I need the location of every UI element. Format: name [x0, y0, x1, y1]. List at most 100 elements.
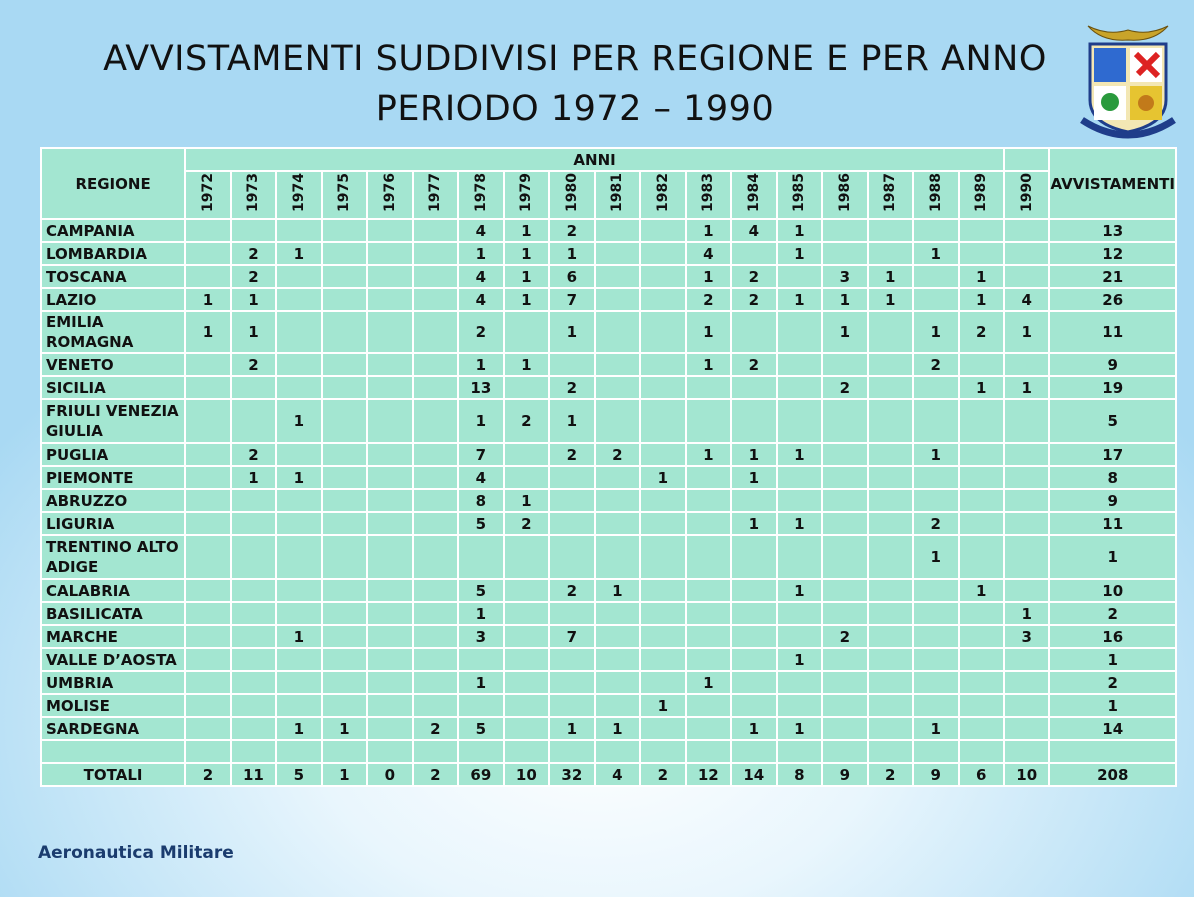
value-cell	[366, 264, 414, 289]
value-cell	[957, 465, 1005, 490]
value-cell	[1002, 241, 1051, 266]
data-row: FRIULI VENEZIA GIULIA 1 1 2 1 5	[39, 398, 1177, 444]
value-cell	[639, 442, 687, 467]
total-cell: 2	[1048, 670, 1177, 695]
value-cell	[593, 465, 642, 490]
value-cell: 1	[866, 264, 915, 289]
data-row: VENETO 2 1 1 1 2 2 9	[39, 352, 1177, 377]
value-cell	[184, 241, 232, 266]
value-cell	[229, 511, 278, 536]
value-cell: 1	[320, 716, 369, 741]
value-cell	[957, 601, 1005, 626]
value-cell: 1	[730, 442, 778, 467]
value-cell	[730, 375, 778, 400]
value-cell	[593, 310, 642, 354]
value-cell	[593, 488, 642, 513]
value-cell	[411, 241, 460, 266]
totals-cell: 32	[548, 762, 596, 787]
total-cell: 16	[1048, 624, 1177, 649]
value-cell	[1002, 442, 1051, 467]
value-cell: 3	[821, 264, 869, 289]
year-label: 1974	[290, 173, 307, 212]
value-cell	[366, 511, 414, 536]
totals-cell: 10	[502, 762, 551, 787]
value-cell	[730, 534, 778, 580]
value-cell	[1002, 670, 1051, 695]
value-cell	[411, 534, 460, 580]
empty-cell	[39, 739, 187, 764]
empty-cell	[184, 739, 232, 764]
value-cell	[320, 534, 369, 580]
value-cell	[366, 375, 414, 400]
value-cell	[957, 716, 1005, 741]
value-cell	[866, 716, 915, 741]
title-line: PERIODO 1972 – 1990	[375, 89, 775, 129]
total-cell: 19	[1048, 375, 1177, 400]
value-cell	[775, 693, 824, 718]
value-cell: 1	[957, 578, 1005, 603]
totals-row: TOTALI 2 11 5 1 0 2 69 10 32 4 2 12 14 8 9 2 9 6 10 208	[39, 762, 1177, 787]
value-cell	[275, 310, 323, 354]
year-header: 1981	[593, 170, 642, 220]
value-cell: 1	[639, 465, 687, 490]
data-row: TOSCANA 2 4 1 6 1 2 3 1 1 21	[39, 264, 1177, 289]
value-cell: 1	[912, 442, 960, 467]
value-cell	[502, 310, 551, 354]
total-cell: 11	[1048, 310, 1177, 354]
value-cell	[866, 375, 915, 400]
value-cell	[502, 534, 551, 580]
value-cell	[366, 442, 414, 467]
value-cell: 1	[684, 264, 733, 289]
totals-cell: 6	[957, 762, 1005, 787]
value-cell	[184, 218, 232, 243]
value-cell	[184, 375, 232, 400]
region-cell: CALABRIA	[39, 578, 187, 603]
value-cell	[866, 534, 915, 580]
value-cell	[639, 488, 687, 513]
value-cell	[593, 375, 642, 400]
region-cell: MOLISE	[39, 693, 187, 718]
value-cell: 1	[775, 716, 824, 741]
value-cell	[639, 624, 687, 649]
value-cell: 1	[502, 488, 551, 513]
value-cell: 1	[957, 375, 1005, 400]
totals-cell: 11	[229, 762, 278, 787]
value-cell	[866, 578, 915, 603]
value-cell	[366, 693, 414, 718]
value-cell	[320, 352, 369, 377]
value-cell: 1	[957, 287, 1005, 312]
value-cell: 1	[912, 534, 960, 580]
value-cell	[775, 601, 824, 626]
value-cell	[320, 442, 369, 467]
value-cell: 4	[730, 218, 778, 243]
value-cell	[411, 578, 460, 603]
year-header: 1989	[957, 170, 1005, 220]
year-label: 1985	[791, 173, 808, 212]
value-cell	[775, 375, 824, 400]
value-cell	[320, 578, 369, 603]
footer: Aeronautica Militare	[38, 843, 234, 863]
region-cell: LIGURIA	[39, 511, 187, 536]
data-row: SICILIA 13 2 2 1 1 19	[39, 375, 1177, 400]
value-cell: 1	[684, 218, 733, 243]
value-cell	[275, 693, 323, 718]
value-cell: 1	[548, 398, 596, 444]
year-label: 1988	[927, 173, 944, 212]
value-cell	[957, 398, 1005, 444]
value-cell: 1	[1002, 601, 1051, 626]
data-row: LIGURIA 5 2 1 1 2 11	[39, 511, 1177, 536]
value-cell	[639, 647, 687, 672]
value-cell	[411, 488, 460, 513]
value-cell: 2	[229, 241, 278, 266]
value-cell: 1	[502, 352, 551, 377]
value-cell	[775, 465, 824, 490]
value-cell	[593, 534, 642, 580]
year-header: 1987	[866, 170, 915, 220]
value-cell	[821, 511, 869, 536]
year-header: 1984	[730, 170, 778, 220]
value-cell	[320, 670, 369, 695]
total-cell: 8	[1048, 465, 1177, 490]
data-row: BASILICATA 1 1 2	[39, 601, 1177, 626]
value-cell	[320, 398, 369, 444]
value-cell: 1	[684, 442, 733, 467]
